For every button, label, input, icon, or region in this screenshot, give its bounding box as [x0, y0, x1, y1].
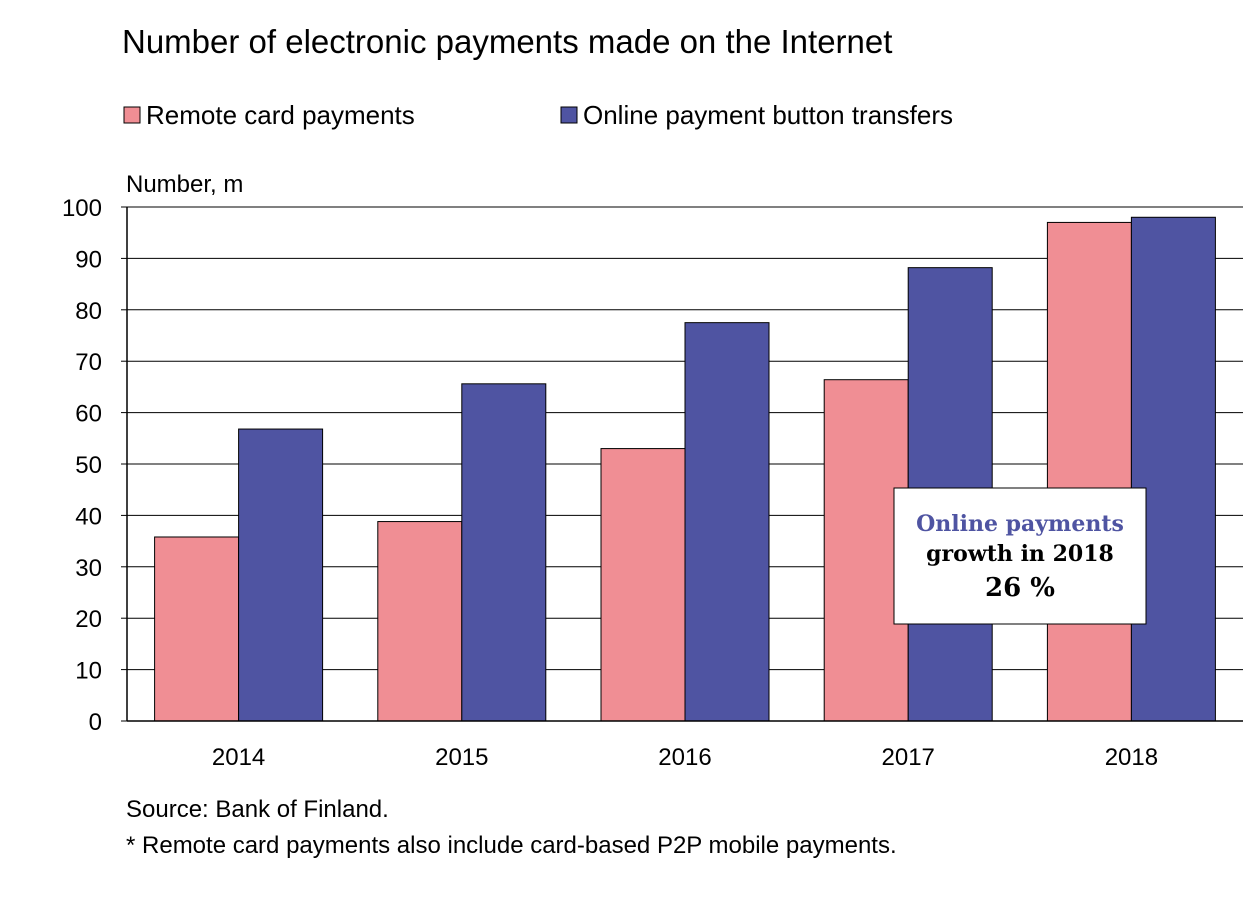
growth-annotation: Online payments growth in 2018 26 % [893, 487, 1147, 625]
legend: Remote card payments Online payment butt… [123, 100, 953, 130]
y-axis-ticks: 0 10 20 30 40 50 60 70 80 90 100 [62, 195, 127, 736]
bar-remote-card-2015 [377, 521, 463, 722]
bar-online-button-2014 [238, 428, 324, 722]
bar-remote-card-2016 [600, 448, 686, 722]
y-tick-label-20: 20 [75, 606, 102, 633]
bar-online-button-2016 [684, 322, 770, 722]
bar-online-button-2018 [1130, 216, 1216, 722]
y-tick-label-80: 80 [75, 298, 102, 325]
bar-remote-card-2014 [154, 536, 240, 722]
bar-remote-card-2018 [1046, 221, 1132, 722]
plot-frame [126, 206, 1243, 722]
y-tick-label-100: 100 [62, 195, 102, 222]
bars [154, 216, 1216, 722]
legend-swatch-remote-card [123, 106, 141, 124]
footnote: * Remote card payments also include card… [126, 832, 897, 859]
annotation-line-2: growth in 2018 [926, 541, 1114, 567]
annotation-value: 26 % [985, 573, 1055, 603]
y-tick-label-30: 30 [75, 555, 102, 582]
bar-online-button-2015 [461, 383, 547, 722]
y-tick-label-90: 90 [75, 246, 102, 273]
x-tick-label-2016: 2016 [658, 744, 711, 771]
x-tick-label-2018: 2018 [1105, 744, 1158, 771]
source-note: Source: Bank of Finland. [126, 796, 389, 823]
x-tick-label-2015: 2015 [435, 744, 488, 771]
y-tick-label-0: 0 [89, 709, 102, 736]
chart-title: Number of electronic payments made on th… [122, 23, 892, 60]
y-axis-label: Number, m [126, 171, 243, 198]
y-tick-label-60: 60 [75, 401, 102, 428]
annotation-box [893, 487, 1147, 625]
legend-label-remote-card: Remote card payments [146, 100, 415, 130]
legend-swatch-online-button [560, 106, 578, 124]
legend-label-online-button: Online payment button transfers [583, 100, 953, 130]
x-axis-ticks: 2014 2015 2016 2017 2018 [212, 744, 1158, 771]
annotation-line-1: Online payments [916, 511, 1124, 537]
y-tick-label-50: 50 [75, 452, 102, 479]
x-tick-label-2017: 2017 [882, 744, 935, 771]
y-tick-label-10: 10 [75, 658, 102, 685]
y-tick-label-70: 70 [75, 349, 102, 376]
x-tick-label-2014: 2014 [212, 744, 265, 771]
y-tick-label-40: 40 [75, 503, 102, 530]
